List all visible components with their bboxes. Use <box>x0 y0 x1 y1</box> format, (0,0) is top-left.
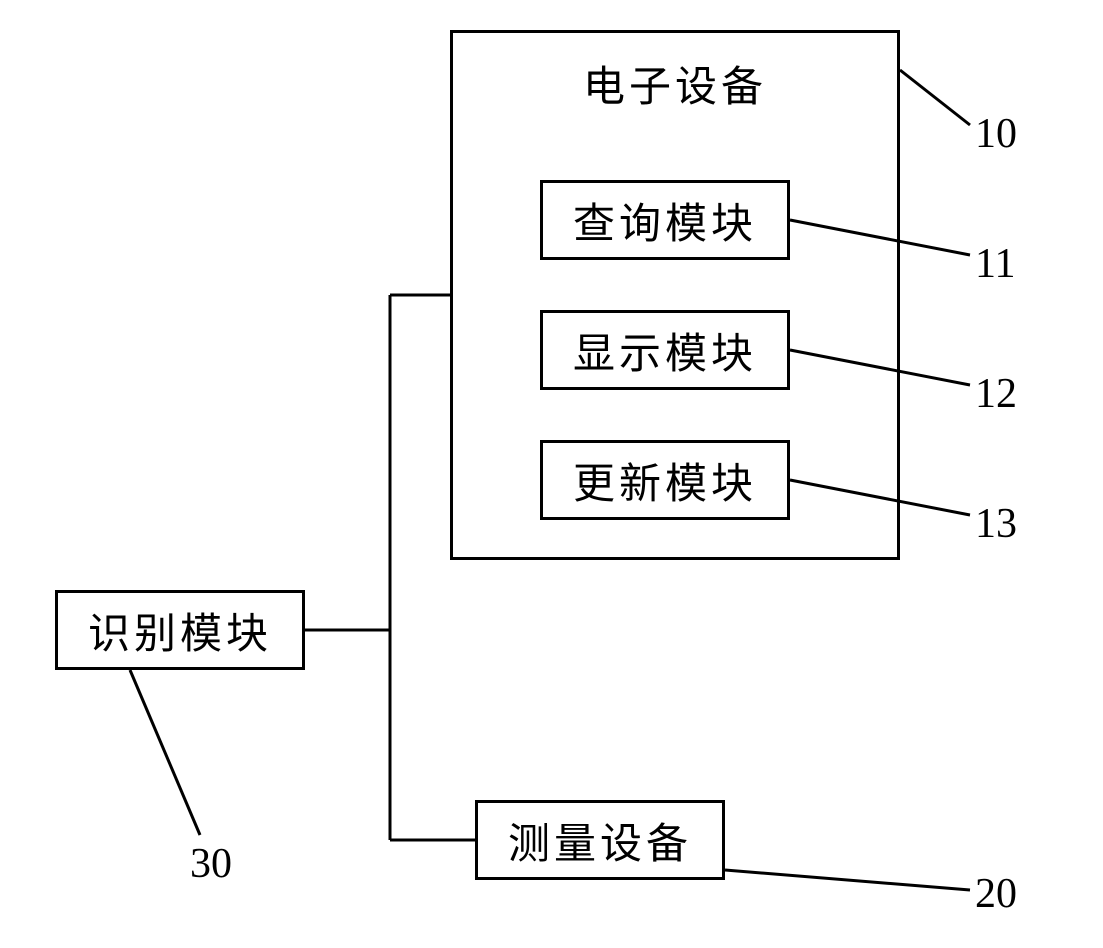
node-measurement-device: 测量设备 <box>475 800 725 880</box>
ref-label-20: 20 <box>975 870 1017 918</box>
ref-label-30: 30 <box>190 840 232 888</box>
ref-label-10: 10 <box>975 110 1017 158</box>
node-query-module: 查询模块 <box>540 180 790 260</box>
ref-label-12: 12 <box>975 370 1017 418</box>
node-measurement-device-label: 测量设备 <box>508 810 692 871</box>
node-display-module-label: 显示模块 <box>573 320 757 381</box>
node-recognition-module: 识别模块 <box>55 590 305 670</box>
ref-label-13: 13 <box>975 500 1017 548</box>
node-update-module: 更新模块 <box>540 440 790 520</box>
ref-label-11: 11 <box>975 240 1015 288</box>
node-query-module-label: 查询模块 <box>573 190 757 251</box>
node-recognition-module-label: 识别模块 <box>88 600 272 661</box>
node-update-module-label: 更新模块 <box>573 450 757 511</box>
node-display-module: 显示模块 <box>540 310 790 390</box>
node-electronic-device-label: 电子设备 <box>583 53 767 114</box>
